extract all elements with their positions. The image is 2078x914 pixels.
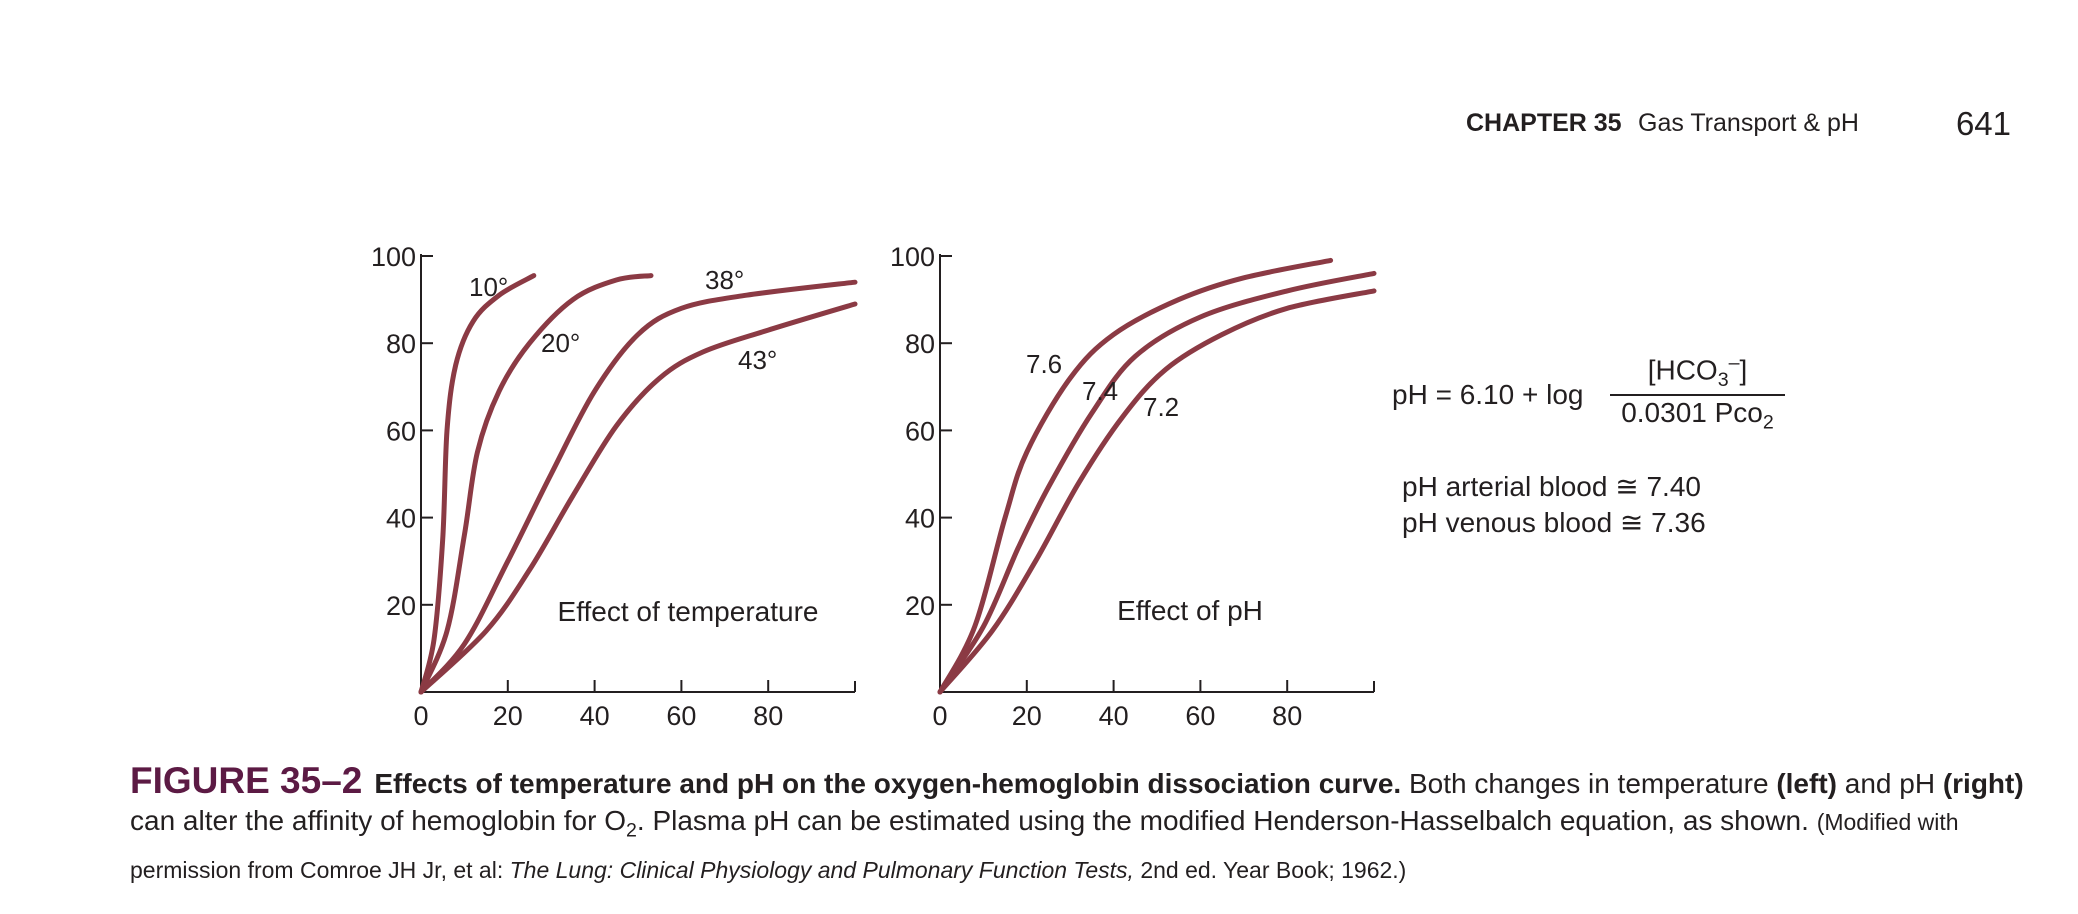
chart-2-y-tick-label: 80 — [905, 329, 935, 359]
equation-denominator: 0.0301 Pco2 — [1610, 397, 1785, 435]
caption-left: (left) — [1776, 768, 1837, 799]
credit-title: The Lung: Clinical Physiology and Pulmon… — [509, 856, 1134, 883]
numerator-close: ] — [1739, 354, 1748, 386]
chart-1-x-tick-label: 20 — [493, 701, 523, 731]
chart-1-annotation: Effect of temperature — [558, 596, 819, 627]
denominator-base: 0.0301 Pco — [1621, 396, 1763, 428]
chart-1-series-4-label: 43° — [738, 345, 777, 375]
chart-2-y-tick-label: 100 — [890, 242, 935, 272]
chart-2-series-1-label: 7.6 — [1026, 349, 1062, 379]
chart-2-y-tick-label: 60 — [905, 416, 935, 446]
chart-1-series-2-curve — [418, 273, 654, 695]
chart-1-series-1-label: 10° — [469, 272, 508, 302]
chart-1-y-tick-label: 40 — [386, 504, 416, 534]
chapter-title: Gas Transport & pH — [1638, 109, 1859, 137]
chart-2-y-tick-label: 20 — [905, 591, 935, 621]
equation-numerator: [HCO3–] — [1610, 352, 1785, 392]
chart-2-series-3-label: 7.2 — [1143, 392, 1179, 422]
chart-2-x-tick-label: 80 — [1272, 701, 1302, 731]
numerator-subscript: 3 — [1717, 368, 1729, 391]
equation-lhs: pH = 6.10 + log — [1392, 379, 1584, 410]
page-number: 641 — [1955, 105, 2011, 142]
ph-venous-text: pH venous blood ≅ 7.36 — [1402, 507, 1706, 538]
chart-2-x-tick-label: 40 — [1099, 701, 1129, 731]
chart-2-x-tick-label: 20 — [1012, 701, 1042, 731]
caption-text-4: . Plasma pH can be estimated using the m… — [636, 805, 1809, 836]
caption-title: Effects of temperature and pH on the oxy… — [374, 768, 1402, 799]
chart-1-x-tick-label: 80 — [753, 701, 783, 731]
numerator-superscript: – — [1728, 352, 1740, 374]
chart-1-y-tick-label: 60 — [386, 416, 416, 446]
chart-2-y-tick-label: 40 — [905, 504, 935, 534]
caption-right: (right) — [1942, 768, 2024, 799]
caption-o2-subscript: 2 — [626, 819, 637, 842]
henderson-hasselbalch-equation: pH = 6.10 + log [HCO3–] 0.0301 Pco2 pH a… — [1392, 352, 1812, 552]
chapter-label: CHAPTER 35 — [1466, 109, 1622, 137]
chart-1-x-tick-label: 60 — [666, 701, 696, 731]
credit-pre: (Modified with permission from Comroe JH… — [130, 809, 1959, 883]
chart-2-series-1-curve — [937, 257, 1334, 695]
chart-2-x-tick-label: 0 — [932, 701, 947, 731]
numerator-base: [HCO — [1647, 354, 1718, 386]
chart-1-y-tick-label: 80 — [386, 329, 416, 359]
caption-text-2: and pH — [1836, 768, 1943, 799]
chart-1-y-tick-label: 100 — [371, 242, 416, 272]
chart-1-x-tick-label: 0 — [413, 701, 428, 731]
equation-fraction: [HCO3–] 0.0301 Pco2 — [1610, 352, 1785, 435]
chart-1-series-2-label: 20° — [541, 328, 580, 358]
figure-label: FIGURE 35–2 — [130, 760, 363, 801]
denominator-subscript: 2 — [1762, 411, 1774, 434]
chart-2-annotation: Effect of pH — [1117, 595, 1263, 626]
chart-2-x-tick-label: 60 — [1185, 701, 1215, 731]
chart-1-series-4-curve — [418, 301, 858, 695]
chart-2-series-2-curve — [937, 270, 1377, 695]
chart-2-series-2-label: 7.4 — [1082, 376, 1118, 406]
chart-2-series-3-curve — [937, 288, 1377, 695]
running-head: CHAPTER 35 Gas Transport & pH 641 — [1466, 105, 2011, 145]
credit-post: 2nd ed. Year Book; 1962.) — [1133, 856, 1407, 883]
chart-1-x-tick-label: 40 — [580, 701, 610, 731]
chart-1-series-3-label: 38° — [705, 265, 744, 295]
chart-1-series-1-curve — [418, 273, 537, 695]
figure-caption: FIGURE 35–2 Effects of temperature and pH… — [130, 762, 2030, 889]
ph-arterial-text: pH arterial blood ≅ 7.40 — [1402, 471, 1701, 502]
chart-1-series-3-curve — [418, 279, 858, 695]
fraction-bar — [1610, 393, 1785, 396]
caption-credit: (Modified with permission from Comroe JH… — [130, 809, 1959, 883]
chart-1-y-tick-label: 20 — [386, 591, 416, 621]
caption-text-3: can alter the affinity of hemoglobin for… — [130, 805, 626, 836]
caption-text-1: Both changes in temperature — [1401, 768, 1777, 799]
